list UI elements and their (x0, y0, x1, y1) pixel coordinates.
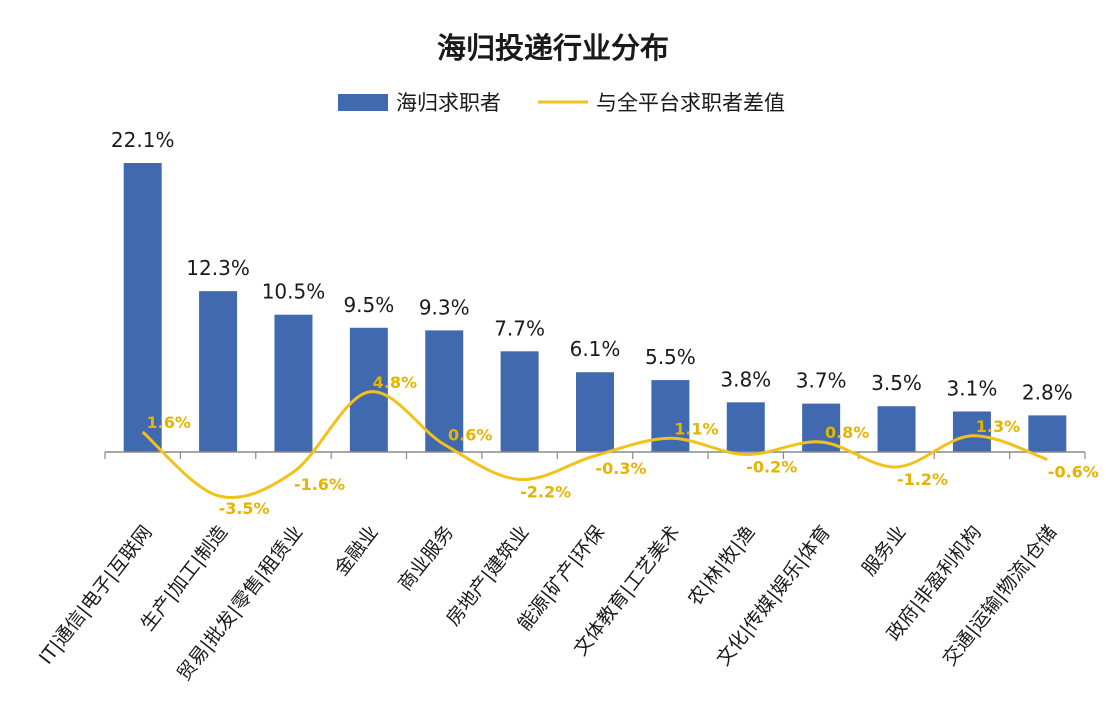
bar-3 (349, 327, 388, 452)
bar-6 (576, 372, 614, 452)
category-label-3: 金融业 (330, 522, 382, 580)
diff-line (141, 390, 1048, 499)
diff-value-label-3: 4.8% (373, 373, 417, 392)
bar-value-label-9: 3.7% (796, 369, 847, 393)
bar-value-label-8: 3.8% (720, 367, 771, 391)
legend-label-line: 与全平台求职者差值 (596, 91, 785, 115)
bar-8 (726, 402, 765, 452)
diff-value-label-1: -3.5% (219, 499, 270, 518)
bar-4 (425, 330, 464, 452)
bar-value-label-5: 7.7% (494, 316, 545, 340)
category-label-10: 服务业 (858, 522, 910, 580)
bar-labels: 22.1% 12.3% 10.5% 9.5% 9.3% 7.7% 6.1% 5.5% 3.8% 3… (111, 128, 1073, 404)
bar-0 (123, 163, 162, 452)
bar-value-label-4: 9.3% (419, 295, 470, 319)
legend-label-bar: 海归求职者 (396, 91, 501, 115)
bar-2 (274, 314, 313, 452)
category-label-2: 贸易|批发|零售|租赁业 (173, 522, 307, 685)
bar-value-label-11: 3.1% (947, 376, 998, 400)
bar-value-label-1: 12.3% (186, 256, 250, 280)
diff-labels: 1.6% -3.5% -1.6% 4.8% 0.6% -2.2% -0.3% 1.1% -0.2… (147, 373, 1099, 518)
bar-7 (651, 380, 690, 452)
diff-value-label-8: -0.2% (746, 458, 797, 477)
bar-10 (877, 406, 916, 452)
diff-line-layer (141, 390, 1048, 499)
bar-1 (199, 291, 238, 452)
bar-value-label-10: 3.5% (871, 371, 922, 395)
bar-value-label-2: 10.5% (262, 280, 326, 304)
diff-value-label-11: 1.3% (976, 417, 1020, 436)
category-label-0: IT|通信|电子|互联网 (35, 522, 157, 669)
diff-value-label-7: 1.1% (674, 419, 718, 438)
diff-value-label-6: -0.3% (595, 459, 646, 478)
diff-value-label-9: 0.8% (825, 423, 869, 442)
bar-value-label-7: 5.5% (645, 345, 696, 369)
diff-value-label-12: -0.6% (1048, 463, 1099, 482)
chart-title: 海归投递行业分布 (437, 31, 669, 65)
diff-value-label-4: 0.6% (448, 426, 492, 445)
diff-value-label-0: 1.6% (147, 413, 191, 432)
legend: 海归求职者 与全平台求职者差值 (338, 91, 785, 115)
category-label-4: 商业服务 (394, 522, 458, 595)
legend-swatch-bar (338, 94, 388, 111)
bar-value-label-0: 22.1% (111, 128, 175, 152)
bars (123, 163, 1067, 452)
bar-value-label-6: 6.1% (570, 337, 621, 361)
category-label-8: 农|林|牧|渔 (684, 522, 760, 611)
bar-value-label-3: 9.5% (343, 293, 394, 317)
diff-value-label-5: -2.2% (520, 483, 571, 502)
bar-value-label-12: 2.8% (1022, 380, 1073, 404)
diff-value-label-2: -1.6% (294, 475, 345, 494)
bar-5 (500, 351, 539, 452)
bar-11 (952, 411, 991, 452)
diff-value-label-10: -1.2% (897, 470, 948, 489)
bar-12 (1028, 415, 1067, 452)
